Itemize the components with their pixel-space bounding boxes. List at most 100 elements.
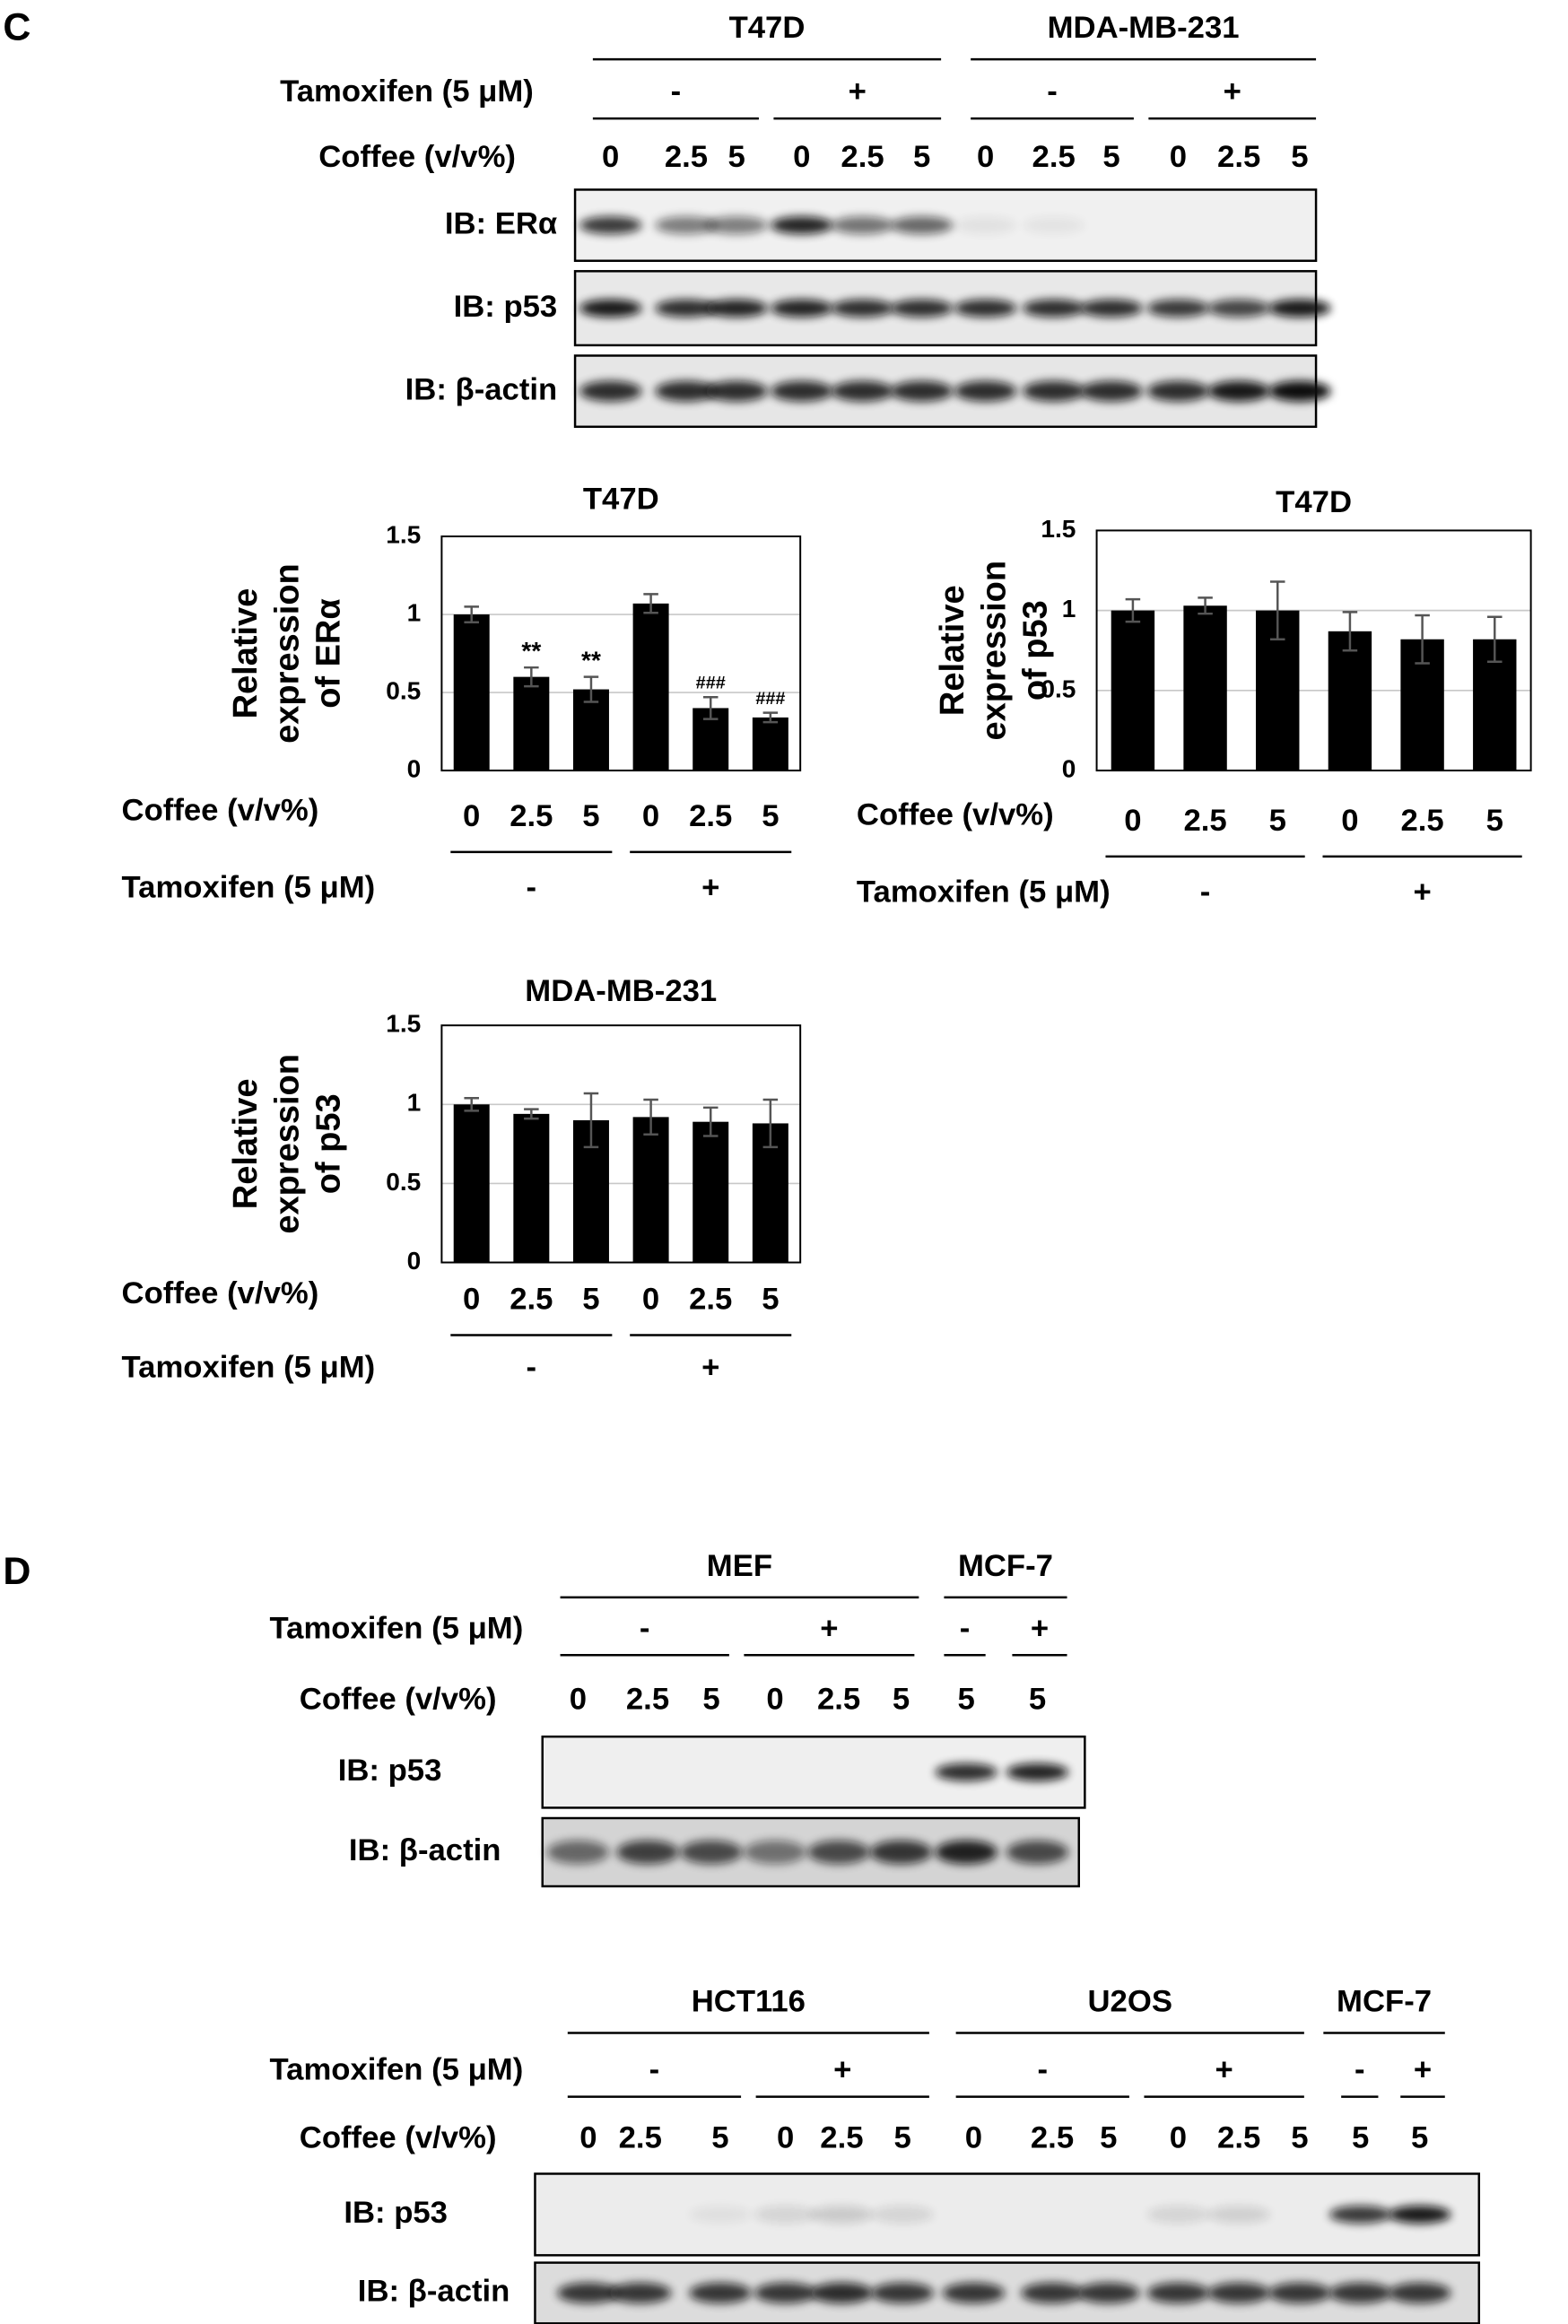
blot-band — [810, 2206, 874, 2224]
chart-title: T47D — [583, 483, 659, 517]
row-label: Tamoxifen (5 μM) — [270, 1611, 524, 1645]
panel-label: D — [3, 1550, 30, 1593]
dose-label: 2.5 — [841, 140, 884, 174]
plot-frame — [440, 1024, 802, 1264]
y-axis-label: Relative — [227, 588, 265, 719]
blot-band — [705, 299, 768, 318]
error-bar — [583, 1092, 599, 1149]
blot-band — [1268, 2282, 1331, 2304]
blot-band — [1207, 2206, 1270, 2224]
x-tick-label: 5 — [1269, 804, 1286, 838]
blot-band — [1268, 380, 1331, 402]
significance-label: ** — [521, 637, 541, 665]
significance-label: ### — [696, 674, 726, 693]
blot-band — [890, 299, 954, 318]
x-tick-label: 2.5 — [1183, 804, 1226, 838]
blot-band — [1006, 1840, 1069, 1865]
group-label: - — [960, 1611, 971, 1645]
blot-label: IB: β-actin — [405, 372, 558, 406]
dose-label: 5 — [1291, 2121, 1308, 2155]
blot-band — [807, 1840, 870, 1865]
y-tick-label: 0 — [407, 754, 422, 782]
y-axis-label: expression — [268, 1054, 306, 1234]
blot-band — [1146, 380, 1210, 402]
cell-line-label: MDA-MB-231 — [1048, 11, 1240, 45]
dose-label: 0 — [570, 1683, 587, 1717]
dose-label: 5 — [1291, 140, 1308, 174]
blot-band — [1328, 2206, 1392, 2224]
bar — [1111, 610, 1155, 771]
y-tick-label: 1 — [407, 1089, 422, 1117]
blot-label: IB: β-actin — [349, 1833, 501, 1867]
x-tick-label: 0 — [463, 1283, 480, 1317]
group-label: + — [1413, 875, 1431, 909]
blot-band — [579, 216, 642, 235]
blot-label: IB: ERα — [445, 206, 557, 240]
error-bar — [1125, 597, 1141, 623]
dose-label: 0 — [602, 140, 619, 174]
y-tick-label: 1 — [407, 598, 422, 626]
blot-band — [1328, 2282, 1392, 2304]
blot-band — [744, 1840, 806, 1865]
group-label: + — [1215, 2053, 1233, 2087]
significance-label: ### — [755, 689, 785, 709]
blot-band — [1268, 299, 1331, 318]
y-axis-label: Relative — [934, 585, 971, 716]
blot-band — [954, 216, 1017, 235]
blot-band — [1080, 299, 1143, 318]
blot-band — [831, 216, 894, 235]
cell-line-label: MEF — [707, 1549, 772, 1583]
x-axis-label: Coffee (v/v%) — [122, 793, 319, 827]
error-bar — [643, 593, 658, 614]
error-bar — [464, 1097, 479, 1112]
panel-label: C — [3, 5, 30, 48]
blot-band — [1146, 2206, 1210, 2224]
y-tick-label: 1.5 — [386, 1010, 421, 1038]
dose-label: 0 — [793, 140, 810, 174]
x-tick-label: 0 — [463, 799, 480, 833]
dose-label: 2.5 — [619, 2121, 662, 2155]
dose-label: 5 — [958, 1683, 975, 1717]
error-bar — [1415, 614, 1430, 665]
blot-band — [609, 2282, 672, 2304]
dose-label: 0 — [977, 140, 994, 174]
blot-band — [869, 1840, 933, 1865]
bar — [693, 1121, 729, 1263]
blot-band — [954, 299, 1017, 318]
bar — [1328, 631, 1372, 771]
dose-label: 0 — [766, 1683, 783, 1717]
y-axis-label: of p53 — [1017, 600, 1055, 701]
error-bar — [762, 711, 779, 724]
cell-line-label: HCT116 — [692, 1985, 806, 2019]
blot-band — [1146, 2282, 1210, 2304]
bar — [453, 614, 490, 771]
dose-label: 5 — [1100, 2121, 1117, 2155]
blot-band — [546, 1840, 610, 1865]
group-label: + — [1224, 74, 1241, 109]
blot-band — [890, 380, 954, 402]
y-tick-label: 0.5 — [386, 1168, 421, 1196]
blot-band — [1022, 299, 1085, 318]
chart-title: T47D — [1276, 485, 1352, 519]
blot-band — [771, 299, 833, 318]
chart-title: MDA-MB-231 — [525, 974, 717, 1008]
x-tick-label: 0 — [642, 1283, 659, 1317]
row-label: Tamoxifen (5 μM) — [280, 74, 534, 109]
blot-band — [655, 216, 718, 235]
blot-band — [890, 216, 954, 235]
plot-frame — [440, 535, 802, 772]
error-bar — [1198, 596, 1213, 615]
group-label: - — [1355, 2053, 1365, 2087]
y-tick-label: 1.5 — [386, 520, 421, 548]
cell-line-label: MCF-7 — [1337, 1985, 1432, 2019]
blot-band — [1077, 2282, 1140, 2304]
dose-label: 5 — [711, 2121, 728, 2155]
dose-label: 5 — [702, 1683, 719, 1717]
x-tick-label: 2.5 — [510, 1283, 553, 1317]
group-axis-label: Tamoxifen (5 μM) — [857, 875, 1111, 909]
row-label: Tamoxifen (5 μM) — [270, 2053, 524, 2087]
group-label: + — [1414, 2053, 1432, 2087]
blot-band — [1207, 380, 1270, 402]
dose-label: 0 — [965, 2121, 982, 2155]
blot-band — [689, 2282, 752, 2304]
